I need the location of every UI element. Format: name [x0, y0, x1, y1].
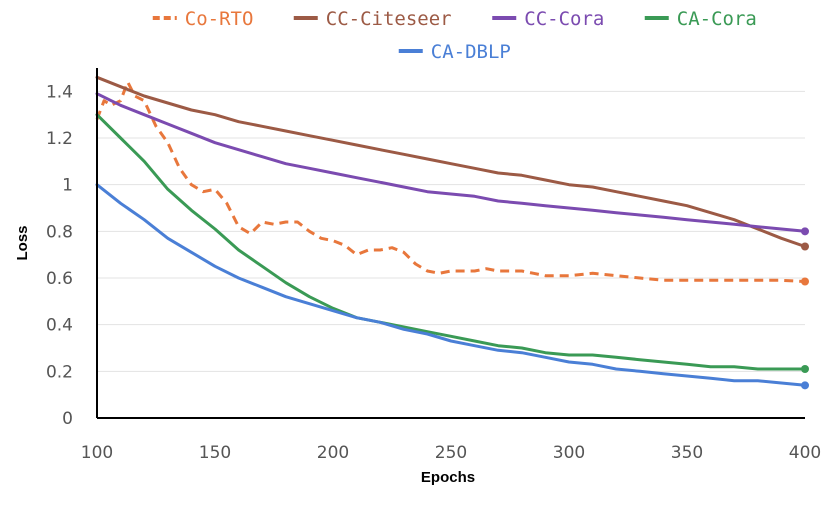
y-tick-label: 1 — [62, 176, 73, 196]
x-tick-label: 150 — [199, 443, 231, 463]
series-cc-cora — [95, 92, 809, 236]
ticks-layer: 0 0.2 0.4 0.6 0.8 1 1.2 1.4 100 150 200 250 300 350 40… — [46, 82, 821, 463]
y-tick-label: 1.4 — [46, 82, 73, 102]
y-axis-label: Loss — [14, 225, 31, 260]
legend-label: CA-Cora — [677, 8, 757, 30]
y-tick-label: 0.6 — [46, 269, 73, 289]
y-tick-label: 0.2 — [46, 362, 73, 382]
series-line — [95, 92, 807, 233]
series-ca-cora — [95, 113, 809, 373]
y-tick-label: 1.2 — [46, 129, 73, 149]
series-line — [95, 183, 807, 387]
axes-layer — [96, 68, 805, 419]
legend-item: CC-Cora — [492, 8, 604, 30]
legend-label: CA-DBLP — [431, 41, 511, 63]
legend-item: Co-RTO — [152, 8, 254, 30]
x-tick-label: 200 — [317, 443, 349, 463]
legend-label: CC-Cora — [524, 8, 604, 30]
series-line — [95, 80, 806, 283]
x-tick-label: 250 — [435, 443, 467, 463]
series-cc-citeseer — [95, 75, 809, 251]
series-end-marker — [801, 242, 809, 251]
x-tick-label: 100 — [81, 443, 113, 463]
series-end-marker — [801, 277, 809, 286]
legend-item: CA-DBLP — [398, 41, 511, 63]
x-axis-label: Epochs — [421, 469, 475, 486]
legend-item: CA-Cora — [644, 8, 757, 30]
series-line — [95, 75, 807, 248]
series-end-marker — [801, 381, 809, 390]
series-end-marker — [801, 365, 809, 373]
legend-label: Co-RTO — [185, 8, 254, 30]
series-layer — [95, 75, 809, 390]
legend: Co-RTO CC-Citeseer CC-Cora CA-Cora CA-DBLP — [152, 8, 757, 63]
x-tick-label: 350 — [671, 443, 703, 463]
x-tick-label: 400 — [789, 443, 821, 463]
series-co-rto — [95, 80, 809, 286]
series-ca-dblp — [95, 183, 809, 390]
x-tick-label: 300 — [553, 443, 585, 463]
series-line — [95, 113, 807, 371]
legend-label: CC-Citeseer — [326, 8, 452, 30]
legend-item: CC-Citeseer — [293, 8, 452, 30]
y-tick-label: 0.4 — [46, 316, 73, 336]
y-tick-label: 0.8 — [46, 222, 73, 242]
y-tick-label: 0 — [62, 409, 73, 429]
series-end-marker — [801, 227, 809, 236]
grid-layer — [97, 90, 805, 372]
